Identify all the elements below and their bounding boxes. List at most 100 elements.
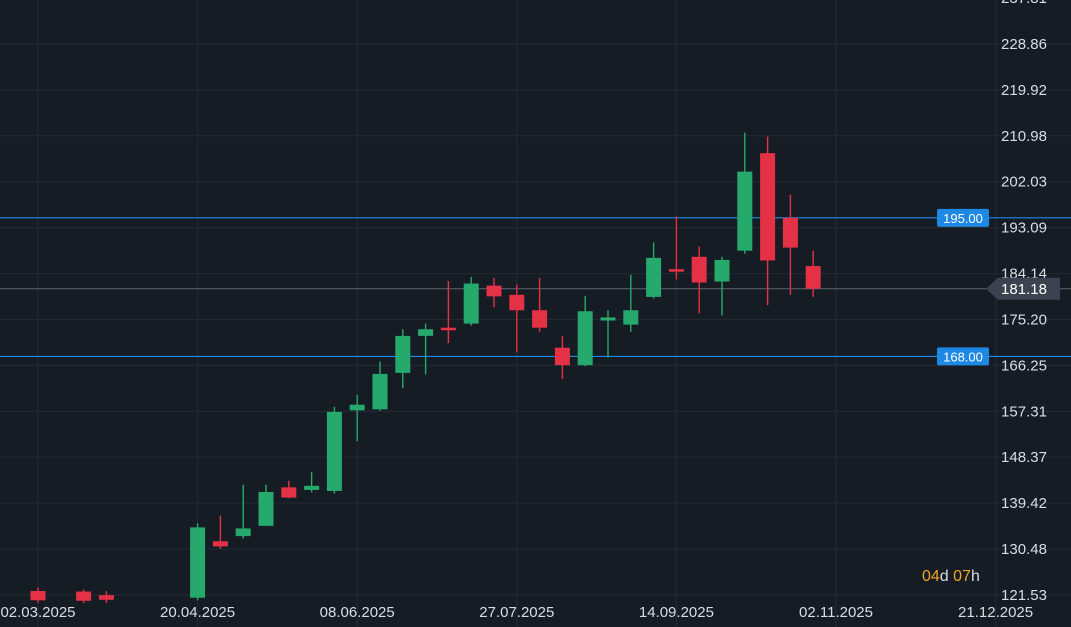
candle-body[interactable]	[668, 269, 684, 272]
candle-body[interactable]	[440, 327, 456, 331]
price-tick-label: 193.09	[1001, 220, 1047, 237]
candle-bearish[interactable]	[782, 194, 798, 295]
candle-bullish[interactable]	[418, 323, 434, 375]
candle-bullish[interactable]	[737, 132, 753, 254]
time-tick-label: 02.03.2025	[0, 604, 75, 621]
candle-bullish[interactable]	[600, 310, 616, 358]
level-label: 168.00	[943, 349, 983, 364]
candle-bullish[interactable]	[372, 361, 388, 411]
candle-body[interactable]	[691, 256, 707, 283]
candle-bullish[interactable]	[326, 406, 342, 494]
candle-body[interactable]	[190, 527, 206, 598]
level-label-background	[937, 347, 989, 366]
candle-body[interactable]	[349, 404, 365, 411]
candle-bearish[interactable]	[805, 250, 821, 297]
price-tick-label: 121.53	[1001, 587, 1047, 604]
candles[interactable]	[30, 132, 821, 603]
candle-bullish[interactable]	[577, 295, 593, 367]
time-tick-label: 21.12.2025	[958, 604, 1033, 621]
candle-bearish[interactable]	[76, 589, 92, 603]
candle-bullish[interactable]	[646, 242, 662, 299]
level-labels: 195.00 168.00	[937, 208, 989, 366]
candle-bearish[interactable]	[30, 587, 46, 603]
candle-body[interactable]	[372, 373, 388, 410]
price-tick-label: 210.98	[1001, 128, 1047, 145]
time-tick-label: 14.09.2025	[639, 604, 714, 621]
bar-countdown: 04d 07h	[922, 568, 980, 586]
candle-body[interactable]	[212, 541, 228, 547]
candle-bullish[interactable]	[190, 523, 206, 601]
candle-body[interactable]	[30, 591, 46, 601]
time-tick-label: 27.07.2025	[479, 604, 554, 621]
price-tick-label: 148.37	[1001, 449, 1047, 466]
candle-body[interactable]	[463, 283, 479, 324]
candle-body[interactable]	[486, 285, 502, 297]
time-tick-label: 08.06.2025	[320, 604, 395, 621]
price-tick-label: 130.48	[1001, 541, 1047, 558]
current-price-text: 181.18	[1001, 281, 1047, 298]
candle-bullish[interactable]	[258, 484, 274, 526]
time-axis[interactable]: 02.03.2025 20.04.2025 08.06.2025 27.07.2025…	[0, 604, 1033, 621]
price-tick-label: 157.31	[1001, 403, 1047, 420]
price-tick-label: 166.25	[1001, 357, 1047, 374]
candle-body[interactable]	[281, 487, 297, 498]
candle-bearish[interactable]	[486, 277, 502, 308]
level-label-background	[937, 208, 989, 227]
current-price-label-background	[986, 277, 1060, 300]
candle-body[interactable]	[235, 528, 251, 537]
candle-body[interactable]	[600, 317, 616, 321]
candle-bullish[interactable]	[395, 329, 411, 389]
candle-bullish[interactable]	[463, 276, 479, 326]
level-label: 195.00	[943, 211, 983, 226]
candle-body[interactable]	[646, 257, 662, 297]
candle-bearish[interactable]	[760, 136, 776, 306]
candle-bearish[interactable]	[509, 284, 525, 353]
candle-body[interactable]	[623, 310, 639, 325]
price-tick-label: 237.81	[1001, 0, 1047, 7]
candle-bullish[interactable]	[714, 256, 730, 316]
candle-body[interactable]	[737, 171, 753, 251]
countdown-hours-unit: h	[970, 568, 980, 585]
candle-body[interactable]	[554, 347, 570, 366]
candle-bearish[interactable]	[281, 480, 297, 499]
countdown-days-unit: d	[939, 568, 949, 585]
price-tick-label: 175.20	[1001, 311, 1047, 328]
candle-body[interactable]	[532, 310, 548, 328]
price-tick-label: 228.86	[1001, 36, 1047, 53]
candle-bearish[interactable]	[212, 515, 228, 549]
candle-body[interactable]	[98, 595, 114, 600]
candle-bearish[interactable]	[532, 277, 548, 332]
candle-bullish[interactable]	[623, 274, 639, 332]
candle-body[interactable]	[714, 259, 730, 282]
countdown-hours: 07	[953, 568, 971, 585]
candle-bearish[interactable]	[440, 280, 456, 344]
candle-body[interactable]	[782, 217, 798, 248]
candle-bullish[interactable]	[304, 471, 320, 493]
candle-bearish[interactable]	[691, 246, 707, 314]
time-tick-label: 02.11.2025	[799, 604, 873, 621]
candle-body[interactable]	[805, 266, 821, 289]
candle-bearish[interactable]	[554, 335, 570, 380]
candle-body[interactable]	[509, 294, 525, 311]
price-tick-label: 139.42	[1001, 495, 1047, 512]
candle-bearish[interactable]	[668, 216, 684, 280]
candle-bullish[interactable]	[349, 394, 365, 442]
candle-body[interactable]	[258, 491, 274, 526]
candle-body[interactable]	[577, 311, 593, 366]
candle-body[interactable]	[395, 335, 411, 373]
countdown-days: 04	[922, 568, 940, 585]
candle-body[interactable]	[418, 329, 434, 336]
candle-bearish[interactable]	[98, 591, 114, 603]
candle-bullish[interactable]	[235, 484, 251, 539]
candle-body[interactable]	[76, 591, 92, 601]
price-tick-label: 202.03	[1001, 174, 1047, 191]
candle-body[interactable]	[326, 411, 342, 491]
current-price-label: 181.18	[986, 277, 1060, 300]
price-axis[interactable]: 121.53 130.48 139.42 148.37 157.31 166.25 175.…	[1001, 0, 1047, 604]
price-tick-label: 219.92	[1001, 82, 1047, 99]
candle-body[interactable]	[760, 153, 776, 261]
horizontal-levels[interactable]	[0, 217, 1071, 358]
candle-body[interactable]	[304, 485, 320, 490]
